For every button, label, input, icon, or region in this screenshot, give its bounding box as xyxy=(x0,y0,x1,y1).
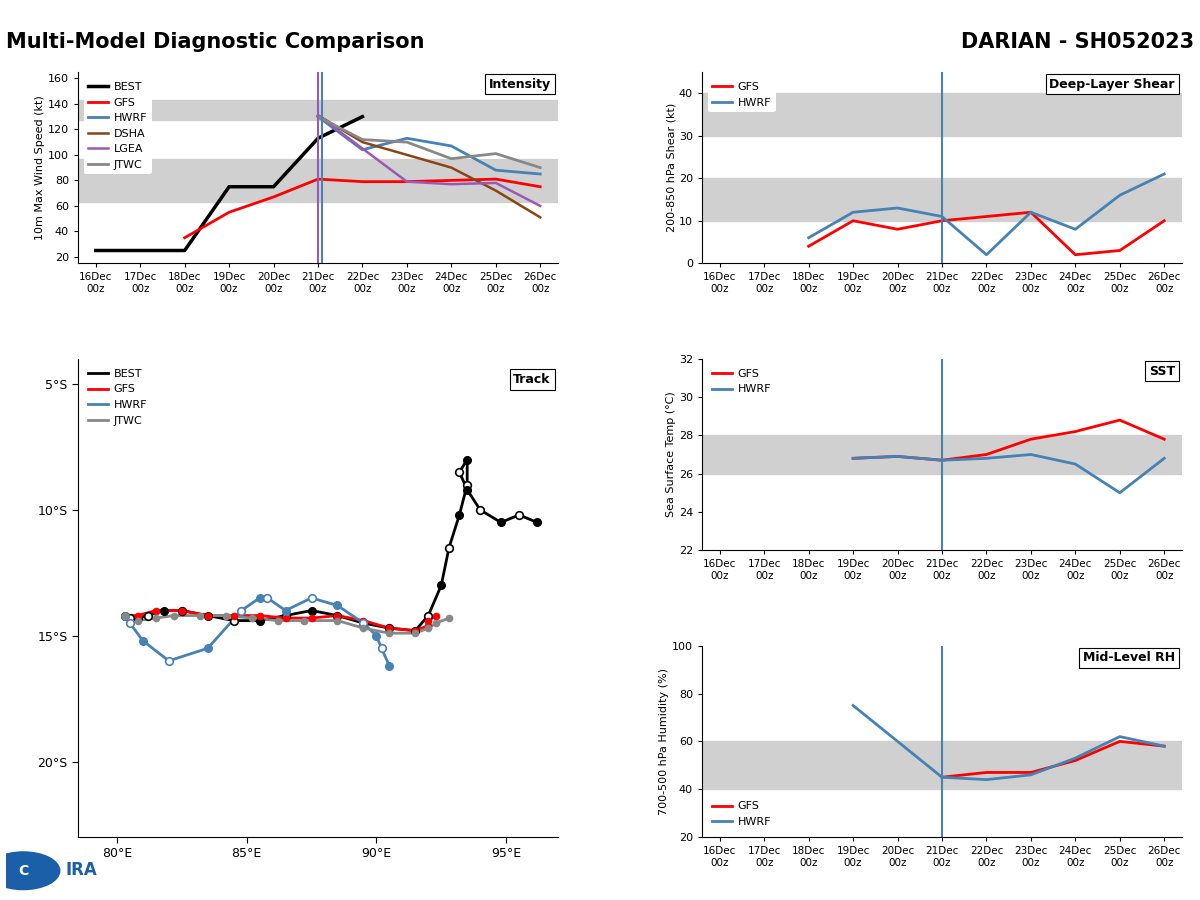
Y-axis label: 200-850 hPa Shear (kt): 200-850 hPa Shear (kt) xyxy=(666,103,676,232)
Text: IRA: IRA xyxy=(66,860,97,878)
Bar xyxy=(702,94,1182,136)
Legend: BEST, GFS, HWRF, JTWC: BEST, GFS, HWRF, JTWC xyxy=(84,364,151,430)
Bar xyxy=(702,436,1182,473)
Bar xyxy=(78,100,558,121)
Bar xyxy=(702,742,1182,789)
Legend: GFS, HWRF: GFS, HWRF xyxy=(708,364,775,399)
Legend: GFS, HWRF: GFS, HWRF xyxy=(708,797,775,832)
Circle shape xyxy=(0,852,60,889)
Text: C: C xyxy=(18,864,29,878)
Text: SST: SST xyxy=(1148,364,1175,378)
Bar xyxy=(702,178,1182,220)
Bar xyxy=(78,158,558,202)
Text: Multi-Model Diagnostic Comparison: Multi-Model Diagnostic Comparison xyxy=(6,32,425,51)
Y-axis label: 700-500 hPa Humidity (%): 700-500 hPa Humidity (%) xyxy=(659,668,670,814)
Legend: GFS, HWRF: GFS, HWRF xyxy=(708,77,775,112)
Text: Mid-Level RH: Mid-Level RH xyxy=(1082,652,1175,664)
Text: Intensity: Intensity xyxy=(488,77,551,91)
Text: DARIAN - SH052023: DARIAN - SH052023 xyxy=(961,32,1194,51)
Y-axis label: Sea Surface Temp (°C): Sea Surface Temp (°C) xyxy=(666,392,676,518)
Text: Track: Track xyxy=(514,374,551,386)
Y-axis label: 10m Max Wind Speed (kt): 10m Max Wind Speed (kt) xyxy=(35,95,46,240)
Legend: BEST, GFS, HWRF, DSHA, LGEA, JTWC: BEST, GFS, HWRF, DSHA, LGEA, JTWC xyxy=(84,77,151,175)
Text: Deep-Layer Shear: Deep-Layer Shear xyxy=(1049,77,1175,91)
